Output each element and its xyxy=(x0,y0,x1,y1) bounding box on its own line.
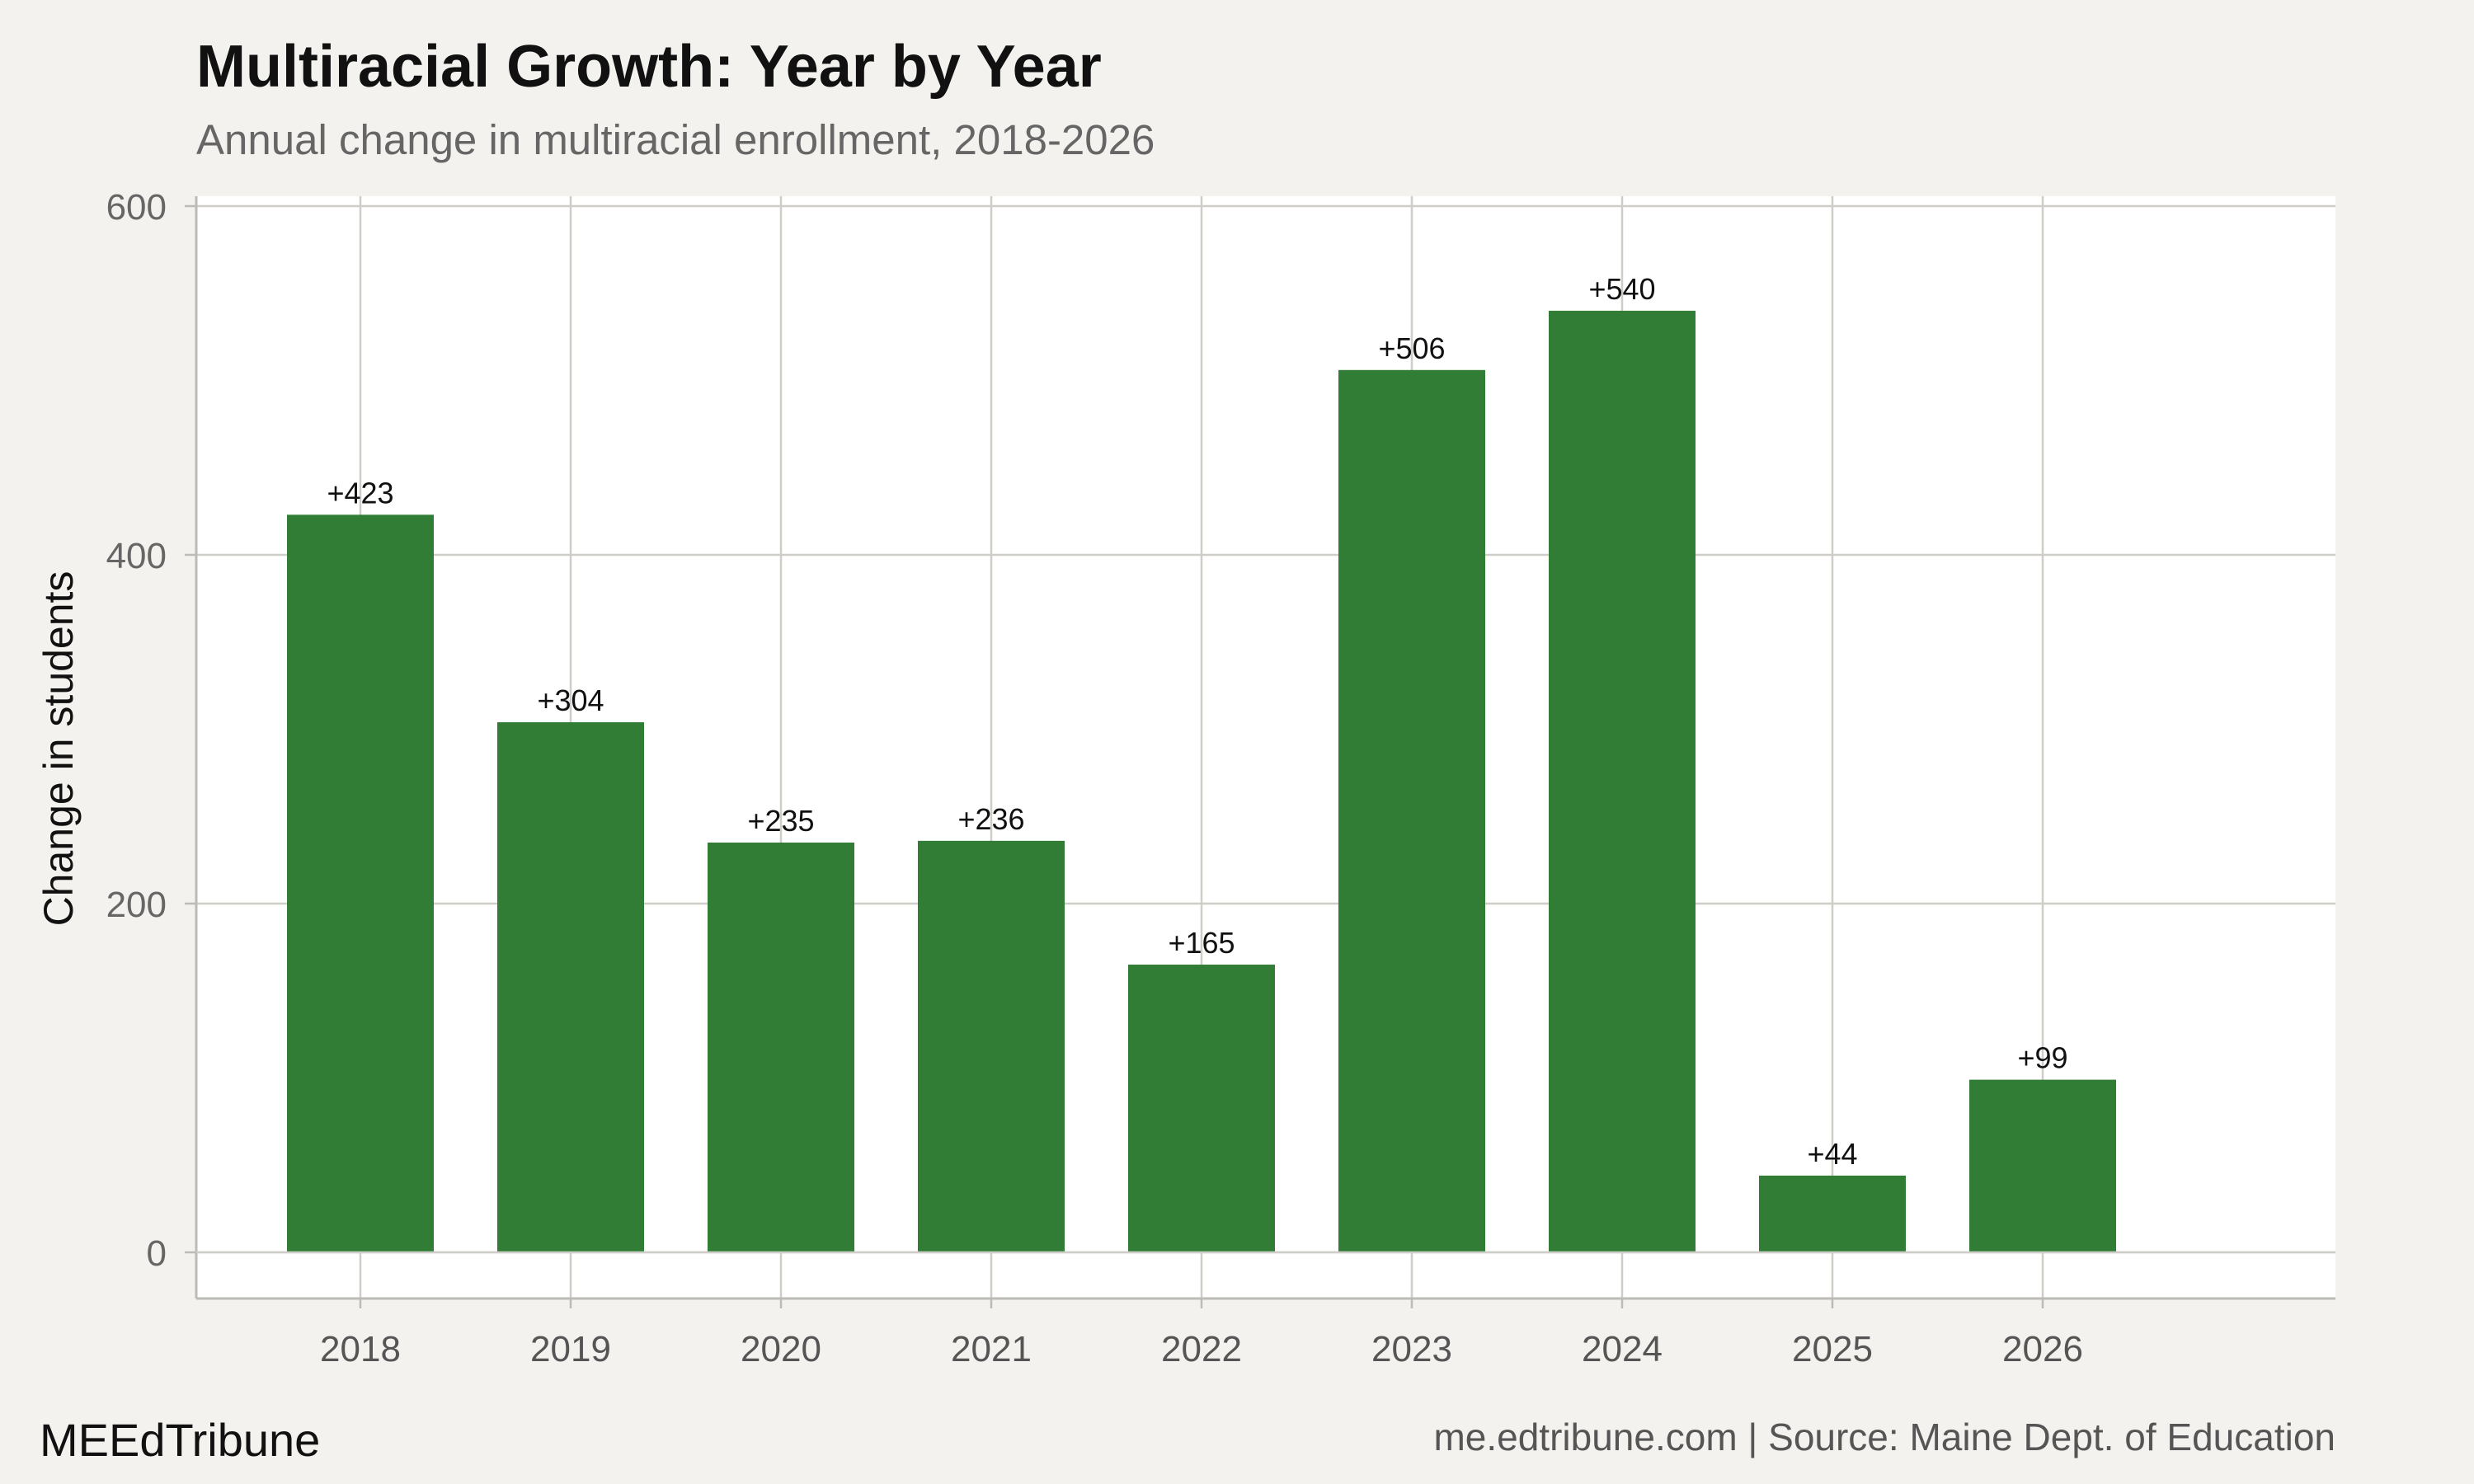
x-tick-label: 2021 xyxy=(951,1329,1032,1369)
x-tick-label: 2026 xyxy=(2002,1329,2083,1369)
bar-2025 xyxy=(1759,1175,1906,1252)
bar-2018 xyxy=(287,514,434,1252)
data-label: +165 xyxy=(1168,926,1235,960)
x-tick-label: 2018 xyxy=(320,1329,401,1369)
bar-2020 xyxy=(708,842,854,1252)
x-tick-label: 2022 xyxy=(1161,1329,1242,1369)
x-tick-label: 2024 xyxy=(1582,1329,1663,1369)
x-tick-label: 2020 xyxy=(741,1329,821,1369)
data-label: +236 xyxy=(957,802,1024,836)
x-tick-label: 2023 xyxy=(1371,1329,1452,1369)
bar-2026 xyxy=(1969,1079,2116,1252)
bar-2024 xyxy=(1549,310,1696,1252)
bar-2021 xyxy=(918,840,1065,1252)
y-tick-label: 200 xyxy=(106,885,167,925)
data-label: +235 xyxy=(747,804,814,838)
bar-2023 xyxy=(1338,369,1485,1252)
data-label: +44 xyxy=(1807,1137,1857,1171)
brand-logo-text: MEEdTribune xyxy=(40,1414,321,1466)
bar-2019 xyxy=(497,722,644,1252)
y-tick-label: 400 xyxy=(106,536,167,576)
x-tick-label: 2025 xyxy=(1792,1329,1873,1369)
chart-subtitle: Annual change in multiracial enrollment,… xyxy=(196,116,1155,163)
data-label: +304 xyxy=(537,683,604,717)
source-note: me.edtribune.com | Source: Maine Dept. o… xyxy=(1433,1416,2335,1458)
y-tick-label: 600 xyxy=(106,187,167,228)
bar-2022 xyxy=(1128,965,1275,1252)
chart-title: Multiracial Growth: Year by Year xyxy=(196,34,1102,100)
data-label: +423 xyxy=(327,476,393,510)
data-label: +506 xyxy=(1378,331,1445,365)
data-label: +99 xyxy=(2017,1041,2067,1075)
data-label: +540 xyxy=(1588,272,1655,306)
x-tick-label: 2019 xyxy=(530,1329,611,1369)
y-tick-label: 0 xyxy=(147,1233,167,1274)
y-axis-label: Change in students xyxy=(35,571,82,927)
